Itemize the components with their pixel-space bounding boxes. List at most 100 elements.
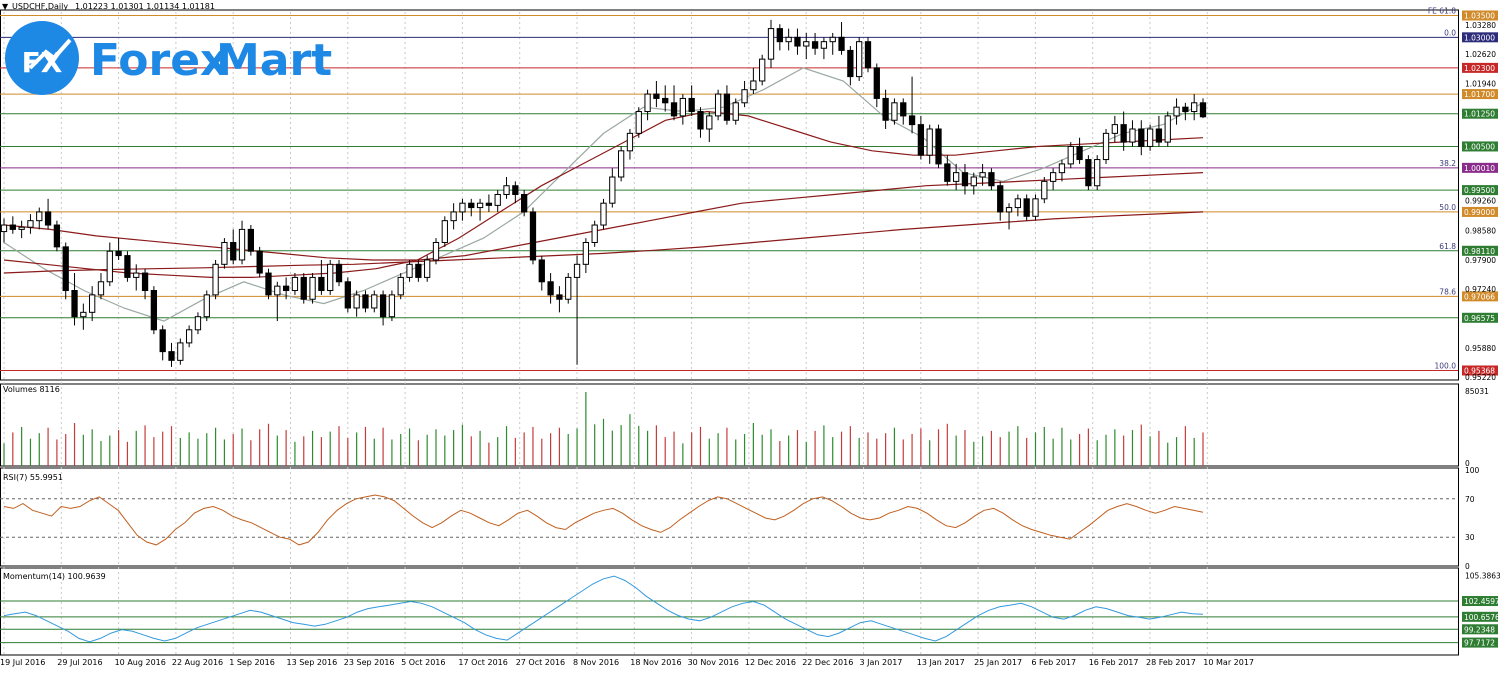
candle-body	[0, 224, 8, 233]
level-price-tag	[1462, 32, 1498, 43]
x-axis-label: 5 Oct 2016	[401, 658, 445, 667]
candle-body	[882, 97, 889, 121]
level-price-tag	[1462, 185, 1498, 196]
candle-body	[1129, 128, 1136, 143]
level-price-label: 0.96575	[1464, 314, 1495, 323]
x-axis-label: 18 Nov 2016	[630, 658, 681, 667]
candle-body	[873, 67, 880, 99]
candle-body	[1138, 128, 1145, 147]
candle-body	[626, 132, 634, 152]
candle-body	[1191, 102, 1198, 113]
candle-body	[265, 272, 272, 296]
x-axis-label: 27 Oct 2016	[516, 658, 565, 667]
candle-body	[1111, 124, 1118, 134]
momentum-level-tag	[1462, 637, 1498, 648]
candle-body	[476, 202, 484, 209]
rsi-axis-tick: 30	[1465, 533, 1475, 542]
candle-body	[1120, 124, 1127, 143]
candle-body	[450, 211, 457, 222]
logo-mark: FX	[22, 46, 63, 79]
candle-body	[353, 294, 360, 309]
candle-body	[609, 176, 616, 204]
candle-body	[318, 276, 325, 292]
candle-body	[1067, 145, 1074, 165]
candle-body	[247, 228, 254, 252]
candle-body	[573, 263, 581, 278]
candle-body	[344, 281, 351, 309]
logo-name-part1: Forex	[90, 35, 228, 86]
candle-body	[221, 241, 228, 265]
candle-body	[706, 115, 713, 130]
candle-body	[327, 263, 334, 292]
candle-body	[485, 202, 493, 206]
panel-frame-3	[0, 567, 1459, 656]
header-symbol: USDCHF,Daily	[12, 2, 68, 11]
candle-body	[503, 185, 510, 195]
candle-body	[89, 294, 96, 313]
candle-body	[670, 102, 678, 117]
rsi-line	[3, 494, 1204, 546]
candle-body	[441, 220, 448, 243]
candle-body	[274, 285, 281, 296]
level-price-label: 1.03000	[1464, 33, 1495, 42]
candle-body	[529, 211, 537, 261]
candle-body	[961, 172, 969, 187]
candle-body	[1049, 172, 1057, 182]
candle-body	[759, 58, 766, 82]
candle-body	[62, 246, 69, 292]
candle-body	[141, 272, 149, 292]
momentum-level-label: 97.7172	[1464, 639, 1495, 648]
candle-body	[926, 128, 933, 156]
rsi-axis-tick: 0	[1465, 562, 1470, 571]
candle-body	[97, 281, 105, 296]
candle-body	[494, 193, 501, 206]
level-price-tag	[1462, 89, 1498, 100]
rsi-axis-tick: 70	[1465, 495, 1475, 504]
forexmart-logo: FX Forex Mart	[5, 21, 332, 95]
x-axis-label: 22 Aug 2016	[172, 658, 223, 667]
candle-body	[194, 316, 202, 331]
candle-body	[697, 111, 704, 130]
candle-body	[556, 294, 563, 300]
candle-body	[582, 241, 590, 265]
candle-body	[644, 93, 651, 113]
axis-labels: 19 Jul 2016 29 Jul 2016 10 Aug 2016 22 Aug …	[0, 21, 1500, 667]
fib-level-label: 100.0	[1435, 361, 1457, 370]
candle-body	[900, 102, 907, 117]
candle-body	[847, 49, 854, 78]
candle-body	[27, 220, 34, 228]
candle-body	[379, 294, 387, 318]
candle-body	[168, 351, 175, 361]
candle-body	[785, 36, 792, 43]
panel-frames	[0, 9, 1459, 656]
candle-body	[811, 41, 819, 49]
candle-body	[106, 250, 113, 283]
candle-body	[1041, 180, 1048, 200]
candle-body	[917, 124, 925, 156]
fib-level-label: 61.8	[1439, 242, 1456, 251]
x-axis-label: 13 Jan 2017	[917, 658, 965, 667]
level-price-tag	[1462, 62, 1498, 73]
candle-body	[468, 202, 475, 209]
volume-axis-tick: 0	[1465, 459, 1470, 468]
momentum-panel-title: Momentum(14) 100.9639	[3, 572, 106, 581]
candle-body	[432, 241, 440, 261]
candle-body	[238, 228, 246, 261]
candle-body	[256, 250, 263, 274]
moving-average-fast	[3, 67, 1204, 322]
header-arrow[interactable]: ▼	[2, 2, 9, 11]
candle-body	[600, 202, 607, 226]
candle-body	[970, 176, 977, 187]
candle-body	[18, 226, 25, 230]
x-axis-label: 6 Feb 2017	[1031, 658, 1076, 667]
candle-body	[935, 128, 942, 165]
level-price-tag	[1462, 162, 1498, 173]
level-price-tag	[1462, 312, 1498, 323]
candle-body	[741, 89, 748, 104]
price-axis-tick: 0.97900	[1465, 256, 1496, 265]
level-price-label: 0.98110	[1464, 247, 1495, 256]
candle-body	[1032, 198, 1039, 217]
candle-body	[459, 202, 466, 213]
candle-body	[767, 28, 775, 60]
